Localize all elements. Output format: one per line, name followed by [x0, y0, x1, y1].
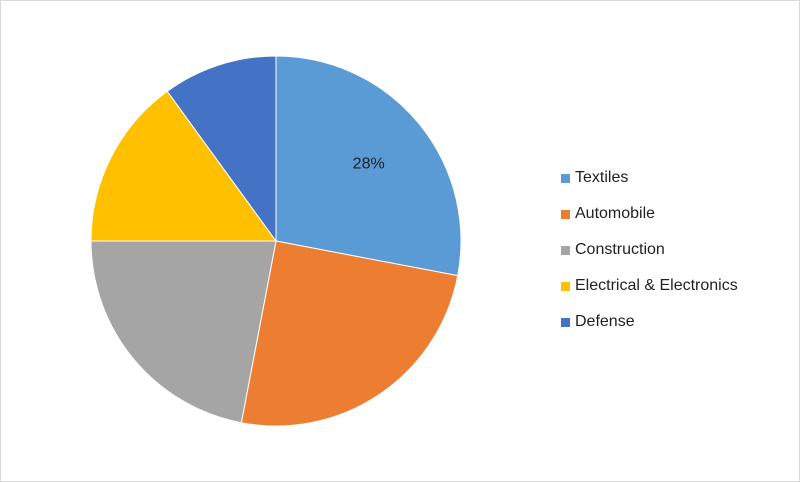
legend-item-defense: Defense: [561, 304, 738, 340]
legend-item-construction: Construction: [561, 232, 738, 268]
legend-swatch: [561, 281, 570, 291]
legend-label: Textiles: [575, 169, 629, 186]
legend-label: Construction: [575, 241, 665, 258]
legend-swatch: [561, 245, 570, 255]
pie-slice-construction: [90, 240, 277, 424]
legend-label: Electrical & Electronics: [575, 277, 738, 294]
data-label: 28%: [353, 156, 385, 173]
legend-item-electrical-electronics: Electrical & Electronics: [561, 268, 738, 304]
legend-swatch: [561, 317, 570, 327]
legend-swatch: [561, 209, 570, 219]
legend: Textiles Automobile Construction Electri…: [561, 160, 738, 340]
pie-slice-textiles: [275, 55, 462, 277]
pie-slice-automobile: [240, 240, 459, 427]
legend-label: Automobile: [575, 205, 656, 222]
pie-slice-defense: [166, 55, 277, 243]
legend-item-automobile: Automobile: [561, 196, 738, 232]
pie-slice-electrical-electronics: [90, 90, 277, 242]
legend-swatch: [561, 173, 570, 183]
legend-label: Defense: [575, 313, 635, 330]
legend-item-textiles: Textiles: [561, 160, 738, 196]
